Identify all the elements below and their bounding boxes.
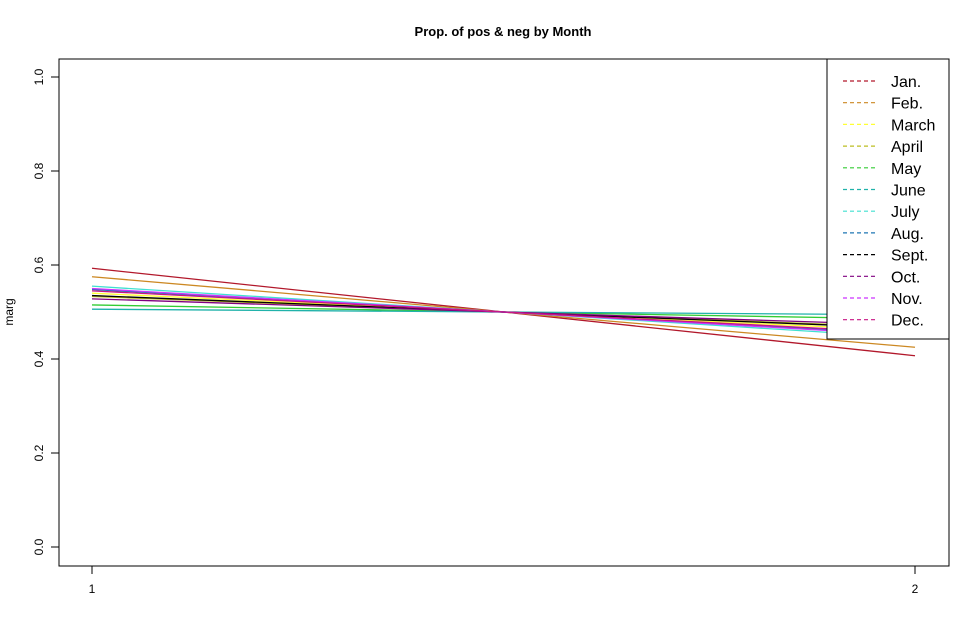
legend-item: June [843,183,926,200]
legend-item: March [843,117,935,134]
legend-item: Aug. [843,226,924,243]
legend-label: Jan. [891,74,921,91]
y-tick-label: 0.8 [32,162,46,179]
legend-item: July [843,204,919,221]
legend-item: Nov. [843,291,923,308]
legend-label: May [891,161,921,178]
y-axis: 0.0 0.2 0.4 0.6 0.8 1.0 [32,68,60,555]
legend-label: Feb. [891,96,923,113]
legend-label: March [891,117,935,134]
legend-box [826,58,950,340]
legend-label: June [891,183,926,200]
legend-item: Jan. [843,74,921,91]
legend-item: April [843,139,923,156]
y-tick-label: 0.0 [32,538,46,555]
legend-label: Nov. [891,291,923,308]
legend: Jan. Feb. March April May June July Aug. Sept. Oc… [826,58,950,340]
y-tick-label: 0.6 [32,256,46,273]
legend-item: May [843,161,921,178]
series-lines [91,267,916,357]
legend-label: Sept. [891,248,928,265]
x-tick-label: 1 [89,582,96,596]
legend-item: Oct. [843,269,920,286]
legend-label: Dec. [891,313,924,330]
legend-item: Sept. [843,248,928,265]
y-tick-label: 0.4 [32,350,46,367]
chart-title: Prop. of pos & neg by Month [415,24,592,39]
y-tick-label: 1.0 [32,68,46,85]
y-tick-label: 0.2 [32,444,46,461]
legend-label: Oct. [891,269,920,286]
legend-item: Dec. [843,313,924,330]
legend-item: Feb. [843,96,923,113]
series-line [91,290,916,334]
legend-label: July [891,204,919,221]
x-tick-label: 2 [912,582,919,596]
legend-label: Aug. [891,226,924,243]
y-axis-label: marg [2,298,16,325]
legend-label: April [891,139,923,156]
